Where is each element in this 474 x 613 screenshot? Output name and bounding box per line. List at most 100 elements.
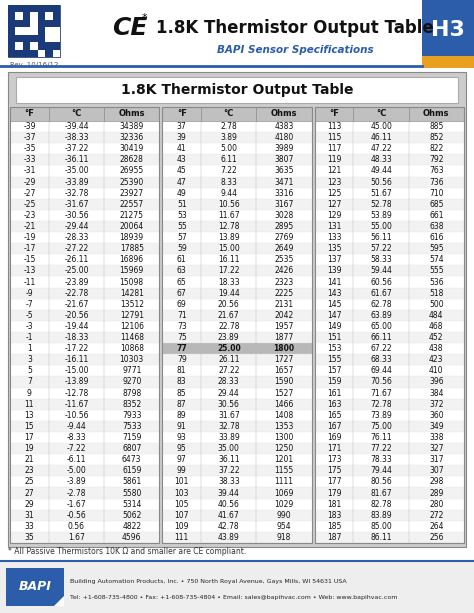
Text: 710: 710 bbox=[429, 189, 444, 197]
Text: -11: -11 bbox=[23, 278, 36, 286]
Text: 1250: 1250 bbox=[274, 444, 294, 453]
Text: -37.22: -37.22 bbox=[64, 144, 89, 153]
Text: 86.11: 86.11 bbox=[370, 533, 392, 542]
Bar bbox=[315, 321, 464, 332]
Bar bbox=[10, 532, 159, 543]
Text: 113: 113 bbox=[327, 122, 341, 131]
Bar bbox=[10, 254, 159, 265]
Text: 2769: 2769 bbox=[274, 233, 294, 242]
Text: -35.00: -35.00 bbox=[64, 167, 89, 175]
Text: 91: 91 bbox=[177, 422, 187, 431]
Text: -21.67: -21.67 bbox=[64, 300, 89, 309]
Bar bbox=[23, 42, 30, 50]
Bar bbox=[10, 521, 159, 532]
Bar bbox=[53, 50, 60, 57]
Text: 25.00: 25.00 bbox=[217, 344, 241, 353]
Bar bbox=[38, 12, 45, 20]
Text: 66.11: 66.11 bbox=[370, 333, 392, 342]
Bar bbox=[10, 387, 159, 398]
Text: -18.33: -18.33 bbox=[64, 333, 89, 342]
Bar bbox=[0, 0, 474, 68]
Text: 21.67: 21.67 bbox=[218, 311, 239, 320]
Text: 518: 518 bbox=[429, 289, 444, 298]
Text: 17885: 17885 bbox=[120, 244, 144, 253]
Text: 1800: 1800 bbox=[273, 344, 295, 353]
Bar bbox=[422, 0, 474, 68]
Text: 115: 115 bbox=[327, 133, 341, 142]
Text: 5.00: 5.00 bbox=[220, 144, 237, 153]
Text: 10.56: 10.56 bbox=[218, 200, 240, 209]
Text: 85.00: 85.00 bbox=[370, 522, 392, 531]
Text: 6.11: 6.11 bbox=[220, 155, 237, 164]
Text: 272: 272 bbox=[429, 511, 444, 520]
Text: -27.22: -27.22 bbox=[64, 244, 89, 253]
Text: 42.78: 42.78 bbox=[218, 522, 239, 531]
Text: -29: -29 bbox=[23, 178, 36, 186]
Text: 51.67: 51.67 bbox=[370, 189, 392, 197]
Bar bbox=[10, 276, 159, 287]
Text: 12106: 12106 bbox=[120, 322, 144, 331]
Text: 1.67: 1.67 bbox=[68, 533, 85, 542]
Text: 3316: 3316 bbox=[274, 189, 294, 197]
Bar bbox=[45, 35, 53, 42]
Text: 51: 51 bbox=[177, 200, 187, 209]
Text: 1957: 1957 bbox=[274, 322, 294, 331]
Text: -27: -27 bbox=[23, 189, 36, 197]
Bar bbox=[16, 77, 458, 103]
Text: 15: 15 bbox=[25, 422, 34, 431]
Bar bbox=[38, 5, 45, 12]
Bar bbox=[38, 28, 45, 35]
Bar bbox=[315, 265, 464, 276]
Text: 2323: 2323 bbox=[274, 278, 294, 286]
Text: 2131: 2131 bbox=[274, 300, 293, 309]
Text: 555: 555 bbox=[429, 267, 444, 275]
Text: 3471: 3471 bbox=[274, 178, 294, 186]
Text: 423: 423 bbox=[429, 356, 444, 364]
Bar bbox=[315, 376, 464, 387]
Bar bbox=[315, 432, 464, 443]
Text: 468: 468 bbox=[429, 322, 444, 331]
Bar bbox=[315, 188, 464, 199]
Text: 133: 133 bbox=[327, 233, 341, 242]
Bar bbox=[315, 387, 464, 398]
Bar bbox=[38, 42, 45, 50]
Text: -30.56: -30.56 bbox=[64, 211, 89, 220]
Text: -7: -7 bbox=[26, 300, 33, 309]
Text: 34389: 34389 bbox=[119, 122, 144, 131]
Text: -28.33: -28.33 bbox=[64, 233, 89, 242]
Bar bbox=[10, 243, 159, 254]
Text: 792: 792 bbox=[429, 155, 444, 164]
Text: -12.78: -12.78 bbox=[64, 389, 89, 398]
Bar bbox=[45, 12, 53, 20]
Bar bbox=[162, 365, 312, 376]
Bar bbox=[315, 409, 464, 421]
Bar bbox=[10, 365, 159, 376]
Bar bbox=[8, 35, 16, 42]
Text: 81.67: 81.67 bbox=[370, 489, 392, 498]
Text: 55.00: 55.00 bbox=[370, 222, 392, 231]
Text: 852: 852 bbox=[429, 133, 444, 142]
Text: 1: 1 bbox=[27, 344, 32, 353]
Bar bbox=[30, 5, 38, 12]
Text: -31.67: -31.67 bbox=[64, 200, 89, 209]
Text: 6807: 6807 bbox=[122, 444, 141, 453]
Text: -25.00: -25.00 bbox=[64, 267, 89, 275]
Bar bbox=[10, 354, 159, 365]
Text: 16.11: 16.11 bbox=[218, 256, 239, 264]
Text: °C: °C bbox=[71, 110, 82, 118]
Text: 167: 167 bbox=[327, 422, 341, 431]
Text: 298: 298 bbox=[429, 478, 444, 487]
Text: 10303: 10303 bbox=[119, 356, 144, 364]
Text: -17.22: -17.22 bbox=[64, 344, 89, 353]
Bar bbox=[315, 365, 464, 376]
Text: -7.22: -7.22 bbox=[67, 444, 86, 453]
Bar bbox=[10, 154, 159, 166]
Text: 87: 87 bbox=[177, 400, 187, 409]
Text: 661: 661 bbox=[429, 211, 444, 220]
Text: 40.56: 40.56 bbox=[218, 500, 240, 509]
Bar bbox=[10, 107, 159, 543]
Text: 177: 177 bbox=[327, 478, 341, 487]
Text: 61: 61 bbox=[177, 256, 187, 264]
Bar bbox=[10, 121, 159, 132]
Text: 4822: 4822 bbox=[122, 522, 141, 531]
